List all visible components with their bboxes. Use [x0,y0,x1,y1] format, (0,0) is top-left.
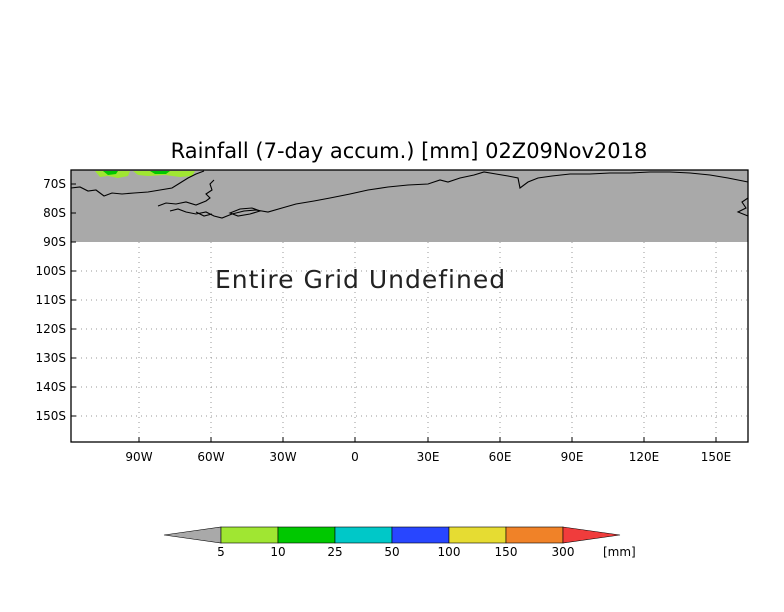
colorbar-bin-5-10 [220,526,279,544]
rain-patch-light [95,171,130,178]
colorbar: 5 10 25 50 100 150 300 [mm] [163,526,636,559]
lat-label-90s: 90S [43,235,66,249]
colorbar-bin-10-25 [277,526,336,544]
colorbar-unit: [mm] [603,545,636,559]
map-panel: 70S 80S 90S 100S 110S 120S 130S 140S 150… [35,169,749,464]
map-title: Rainfall (7-day accum.) [mm] 02Z09Nov201… [171,139,648,163]
lon-label-90w: 90W [125,450,152,464]
lon-label-150e: 150E [701,450,732,464]
lon-labels: 90W 60W 30W 0 30E 60E 90E 120E 150E [125,450,731,464]
colorbar-under-triangle [163,526,222,544]
lat-labels: 70S 80S 90S 100S 110S 120S 130S 140S 150… [35,177,66,423]
colorbar-label-10: 10 [270,545,285,559]
colorbar-label-100: 100 [438,545,461,559]
colorbar-label-25: 25 [327,545,342,559]
axis-ticks [71,183,717,442]
undefined-region [71,170,748,242]
lon-label-90e: 90E [561,450,584,464]
colorbar-bin-50-100 [391,526,450,544]
coastline [70,170,749,219]
colorbar-over-triangle [562,526,621,544]
lon-label-30w: 30W [269,450,296,464]
map-frame [70,169,749,443]
colorbar-label-150: 150 [495,545,518,559]
lat-label-100s: 100S [35,264,66,278]
lon-label-120e: 120E [629,450,660,464]
colorbar-label-5: 5 [217,545,225,559]
colorbar-label-300: 300 [552,545,575,559]
lat-label-80s: 80S [43,206,66,220]
colorbar-bin-25-50 [334,526,393,544]
gridlines [71,242,748,442]
rain-patches [95,171,195,178]
undefined-message: Entire Grid Undefined [215,265,506,294]
lat-label-110s: 110S [35,293,66,307]
lon-label-60e: 60E [489,450,512,464]
rain-patch-moderate [103,171,118,175]
lon-label-0: 0 [351,450,359,464]
lon-label-30e: 30E [417,450,440,464]
lat-label-140s: 140S [35,380,66,394]
lat-label-70s: 70S [43,177,66,191]
lat-label-150s: 150S [35,409,66,423]
colorbar-bin-150-300 [505,526,564,544]
colorbar-bin-100-150 [448,526,507,544]
lat-label-120s: 120S [35,322,66,336]
rain-patch-moderate-2 [150,171,170,174]
lon-label-60w: 60W [197,450,224,464]
lat-label-130s: 130S [35,351,66,365]
colorbar-label-50: 50 [384,545,399,559]
